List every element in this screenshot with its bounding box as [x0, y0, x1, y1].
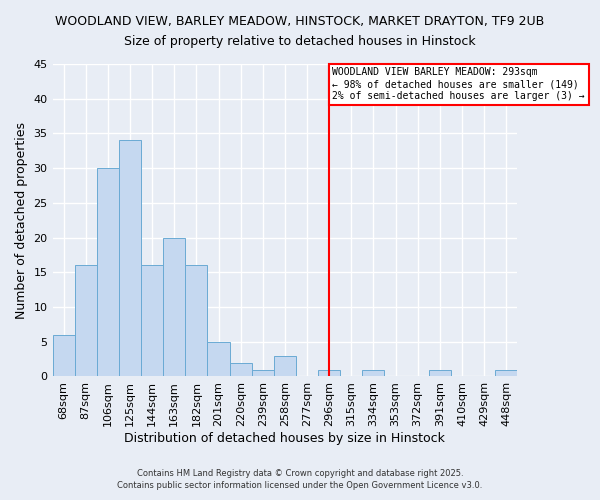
Bar [208, 342, 230, 376]
Bar [274, 356, 296, 376]
Y-axis label: Number of detached properties: Number of detached properties [15, 122, 28, 318]
Bar [252, 370, 274, 376]
Text: Contains HM Land Registry data © Crown copyright and database right 2025.
Contai: Contains HM Land Registry data © Crown c… [118, 468, 482, 490]
Bar [74, 266, 97, 376]
Text: WOODLAND VIEW, BARLEY MEADOW, HINSTOCK, MARKET DRAYTON, TF9 2UB: WOODLAND VIEW, BARLEY MEADOW, HINSTOCK, … [55, 15, 545, 28]
Bar [230, 362, 252, 376]
Bar [141, 266, 163, 376]
Bar [318, 370, 340, 376]
Text: Size of property relative to detached houses in Hinstock: Size of property relative to detached ho… [124, 35, 476, 48]
Bar [97, 168, 119, 376]
Bar [495, 370, 517, 376]
Bar [185, 266, 208, 376]
Bar [163, 238, 185, 376]
Bar [429, 370, 451, 376]
X-axis label: Distribution of detached houses by size in Hinstock: Distribution of detached houses by size … [124, 432, 445, 445]
Bar [362, 370, 385, 376]
Bar [53, 335, 74, 376]
Text: WOODLAND VIEW BARLEY MEADOW: 293sqm
← 98% of detached houses are smaller (149)
2: WOODLAND VIEW BARLEY MEADOW: 293sqm ← 98… [332, 68, 585, 100]
Bar [119, 140, 141, 376]
